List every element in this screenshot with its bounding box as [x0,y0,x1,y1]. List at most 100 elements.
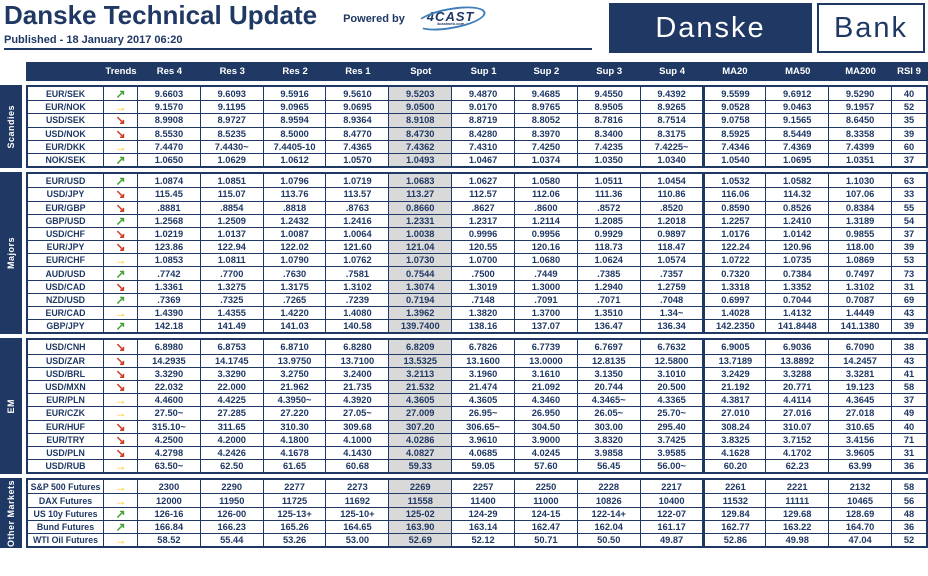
pair-cell: AUD/USD [28,267,104,280]
ma-value-cell: 163.22 [766,520,830,533]
value-cell: 4.0685 [452,446,515,460]
pair-cell: NOK/SEK [28,153,104,167]
column-header-cell: Res 3 [219,66,245,77]
spot-value-cell: 1.0493 [389,153,453,167]
value-cell: 122.94 [201,241,264,254]
ma-value-cell: 164.70 [829,520,892,533]
value-cell: 2300 [138,480,201,494]
ma-value-cell: 0.7497 [829,267,892,280]
table-row: EUR/USD ↗ 1.0874 1.0851 1.0796 1.0719 1.0683 1.… [28,174,926,188]
value-cell: 4.0245 [515,446,578,460]
table-row: USD/BRL ↘ 3.3290 3.3290 3.2750 3.2400 3.2113 3.… [28,366,926,380]
flat-trend-icon: → [104,534,138,547]
ma-value-cell: 4.1702 [766,446,830,460]
value-cell: 162.47 [515,520,578,533]
ma-value-cell: 8.5925 [703,127,767,140]
spot-value-cell: 11558 [389,494,453,507]
value-cell: 126-16 [138,507,201,520]
table-row: US 10y Futures ↗ 126-16 126-00 125-13+ 125-10… [28,506,926,520]
ma-value-cell: 0.8590 [703,201,767,214]
rsi-value-cell: 58 [903,481,915,492]
value-cell: 63.50~ [138,460,201,473]
pair-cell: EUR/TRY [28,433,104,446]
value-cell: 1.3019 [452,280,515,293]
value-cell: 20.500 [641,380,704,394]
ma-value-cell: 8.6450 [829,114,892,127]
ma-value-cell: 0.7320 [703,267,767,280]
value-cell: 7.4250 [515,140,578,153]
value-cell: 59.05 [452,460,515,473]
rsi-value-cell: 56 [903,495,915,506]
value-cell: 9.5916 [264,87,327,101]
pair-cell: EUR/PLN [28,394,104,407]
column-header-cell: Sup 1 [470,66,497,77]
ma-value-cell: 118.00 [829,241,892,254]
danske-logo-box: Danske [609,3,812,53]
ma-value-cell: 6.7090 [829,340,892,354]
spot-value-cell: 4.3605 [389,394,453,407]
table-row: EUR/CAD → 1.4390 1.4355 1.4220 1.4080 1.3962 1.… [28,306,926,320]
value-cell: 9.0965 [264,101,327,114]
value-cell: 1.34~ [641,307,704,320]
value-cell: 1.4355 [201,307,264,320]
ma-value-cell: 20.771 [766,380,830,394]
value-cell: 8.8052 [515,114,578,127]
pair-cell: EUR/GBP [28,201,104,214]
value-cell: .7581 [326,267,390,280]
down-trend-icon: ↘ [104,241,138,254]
table-row: GBP/USD ↗ 1.2568 1.2509 1.2432 1.2416 1.2331 1.… [28,213,926,227]
value-cell: 142.18 [138,320,201,333]
value-cell: 4.2798 [138,446,201,460]
table-row: NOK/SEK ↗ 1.0650 1.0629 1.0612 1.0570 1.0493 1.… [28,152,926,167]
ma-value-cell: 0.6997 [703,293,767,306]
value-cell: 1.0467 [452,153,515,167]
value-cell: 1.0087 [264,227,327,241]
rsi-value-cell: 39 [903,321,915,332]
value-cell: 1.4220 [264,307,327,320]
ma-value-cell: 6.9005 [703,340,767,354]
powered-by-label: Powered by [343,12,405,25]
value-cell: 1.0874 [138,174,201,188]
value-cell: 1.0350 [578,153,641,167]
value-cell: 13.9750 [264,354,327,367]
section-label-text: EM [6,399,16,414]
value-cell: 9.6603 [138,87,201,101]
flat-trend-icon: → [104,480,138,494]
value-cell: 1.0137 [201,227,264,241]
table-row: USD/CAD ↘ 1.3361 1.3275 1.3175 1.3102 1.3074 1.… [28,279,926,293]
value-cell: 1.0650 [138,153,201,167]
ma-value-cell: 4.3817 [703,394,767,407]
value-cell: 9.4685 [515,87,578,101]
spot-value-cell: 8.4730 [389,127,453,140]
value-cell: 3.7425 [641,433,704,446]
ma-value-cell: 2261 [703,480,767,494]
down-trend-icon: ↘ [104,433,138,446]
value-cell: 56.00~ [641,460,704,473]
value-cell: 2273 [326,480,390,494]
spot-value-cell: 9.0500 [389,101,453,114]
down-trend-icon: ↘ [104,127,138,140]
ma-value-cell: 1.3189 [829,214,892,227]
value-cell: 11400 [452,494,515,507]
value-cell: 1.0454 [641,174,704,188]
section-body: S&P 500 Futures → 2300 2290 2277 2273 2269 2257… [26,478,928,549]
rsi-value-cell: 31 [903,447,915,458]
value-cell: 1.0851 [201,174,264,188]
table-row: WTI Oil Futures → 58.52 55.44 53.26 53.00 52.6… [28,533,926,547]
value-cell: 3.9000 [515,433,578,446]
table-row: EUR/PLN → 4.4600 4.4225 4.3950~ 4.3920 4.3605 4… [28,393,926,407]
ma-value-cell: 1.0142 [766,227,830,241]
ma-value-cell: 4.1628 [703,446,767,460]
ma-value-cell: 27.016 [766,407,830,420]
value-cell: 122.02 [264,241,327,254]
published-date: Published - 18 January 2017 06:20 [4,34,183,46]
pair-cell: Bund Futures [28,520,104,533]
value-cell: 3.8320 [578,433,641,446]
down-trend-icon: ↘ [104,201,138,214]
value-cell: 0.9956 [515,227,578,241]
fourcast-logo: 4CAST 4castweb.com [421,10,481,27]
value-cell: 12.8135 [578,354,641,367]
value-cell: .7630 [264,267,327,280]
value-cell: 113.57 [326,188,390,201]
